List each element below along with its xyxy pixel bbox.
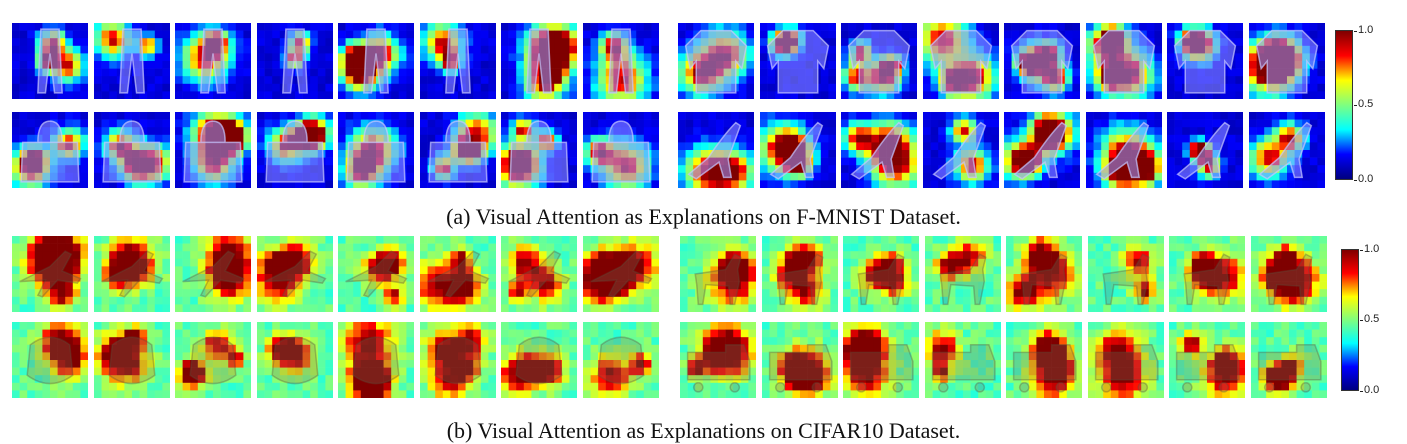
colorbar-mid-label: 0.5	[1364, 313, 1379, 325]
attention-heatmap-tile	[175, 236, 251, 312]
attention-heatmap-tile	[257, 322, 333, 398]
attention-heatmap-tile	[12, 112, 88, 188]
attention-heatmap-tile	[925, 322, 1001, 398]
attention-heatmap-tile	[338, 322, 414, 398]
attention-heatmap-tile	[12, 322, 88, 398]
attention-heatmap-tile	[762, 322, 838, 398]
attention-heatmap-tile	[583, 236, 659, 312]
colorbar-min-label: 0.0	[1364, 384, 1379, 396]
attention-heatmap-tile	[1169, 322, 1245, 398]
attention-heatmap-tile	[583, 322, 659, 398]
colorbar-mid-label: 0.5	[1358, 98, 1373, 110]
attention-heatmap-tile	[501, 23, 577, 99]
colorbar-max-label: 1.0	[1364, 243, 1379, 255]
panel-a: 1.0 0.5 0.0 (a) Visual Attention as Expl…	[0, 0, 1407, 232]
attention-heatmap-tile	[680, 236, 756, 312]
attention-heatmap-tile	[257, 112, 333, 188]
attention-heatmap-tile	[257, 236, 333, 312]
attention-heatmap-tile	[175, 322, 251, 398]
attention-heatmap-tile	[583, 23, 659, 99]
attention-heatmap-tile	[257, 23, 333, 99]
heatmap-grid-cifar	[0, 236, 1340, 406]
attention-heatmap-tile	[843, 236, 919, 312]
attention-heatmap-tile	[923, 23, 999, 99]
attention-heatmap-tile	[501, 322, 577, 398]
caption-b: (b) Visual Attention as Explanations on …	[0, 418, 1407, 444]
attention-heatmap-tile	[1088, 236, 1164, 312]
attention-heatmap-tile	[420, 112, 496, 188]
attention-heatmap-tile	[1169, 236, 1245, 312]
attention-heatmap-tile	[762, 236, 838, 312]
colorbar-max-label: 1.0	[1358, 24, 1373, 36]
attention-heatmap-tile	[841, 112, 917, 188]
heatmap-grid-fmnist	[0, 0, 1340, 192]
attention-heatmap-tile	[175, 112, 251, 188]
colorbar-cifar: 1.0 0.5 0.0	[1341, 249, 1359, 391]
colorbar-min-label: 0.0	[1358, 173, 1373, 185]
attention-heatmap-tile	[1006, 236, 1082, 312]
attention-heatmap-tile	[420, 236, 496, 312]
attention-heatmap-tile	[1088, 322, 1164, 398]
attention-heatmap-tile	[1251, 236, 1327, 312]
attention-heatmap-tile	[680, 322, 756, 398]
caption-a: (a) Visual Attention as Explanations on …	[0, 204, 1407, 230]
attention-heatmap-tile	[12, 23, 88, 99]
attention-heatmap-tile	[1249, 112, 1325, 188]
attention-heatmap-tile	[760, 112, 836, 188]
attention-heatmap-tile	[94, 112, 170, 188]
attention-heatmap-tile	[94, 23, 170, 99]
attention-heatmap-tile	[1249, 23, 1325, 99]
attention-heatmap-tile	[925, 236, 1001, 312]
attention-heatmap-tile	[338, 236, 414, 312]
attention-heatmap-tile	[1086, 112, 1162, 188]
attention-heatmap-tile	[841, 23, 917, 99]
attention-heatmap-tile	[843, 322, 919, 398]
attention-heatmap-tile	[678, 112, 754, 188]
attention-heatmap-tile	[923, 112, 999, 188]
attention-heatmap-tile	[94, 236, 170, 312]
panel-b: 1.0 0.5 0.0 (b) Visual Attention as Expl…	[0, 232, 1407, 440]
attention-heatmap-tile	[501, 112, 577, 188]
attention-heatmap-tile	[583, 112, 659, 188]
attention-heatmap-tile	[12, 236, 88, 312]
colorbar-fmnist: 1.0 0.5 0.0	[1335, 30, 1353, 180]
attention-heatmap-tile	[94, 322, 170, 398]
attention-heatmap-tile	[420, 322, 496, 398]
attention-heatmap-tile	[678, 23, 754, 99]
attention-heatmap-tile	[175, 23, 251, 99]
attention-heatmap-tile	[1006, 322, 1082, 398]
attention-heatmap-tile	[1086, 23, 1162, 99]
attention-heatmap-tile	[501, 236, 577, 312]
attention-heatmap-tile	[420, 23, 496, 99]
attention-heatmap-tile	[1251, 322, 1327, 398]
attention-heatmap-tile	[1004, 112, 1080, 188]
attention-heatmap-tile	[1167, 23, 1243, 99]
attention-heatmap-tile	[338, 112, 414, 188]
attention-heatmap-tile	[1167, 112, 1243, 188]
attention-heatmap-tile	[338, 23, 414, 99]
attention-heatmap-tile	[760, 23, 836, 99]
attention-heatmap-tile	[1004, 23, 1080, 99]
